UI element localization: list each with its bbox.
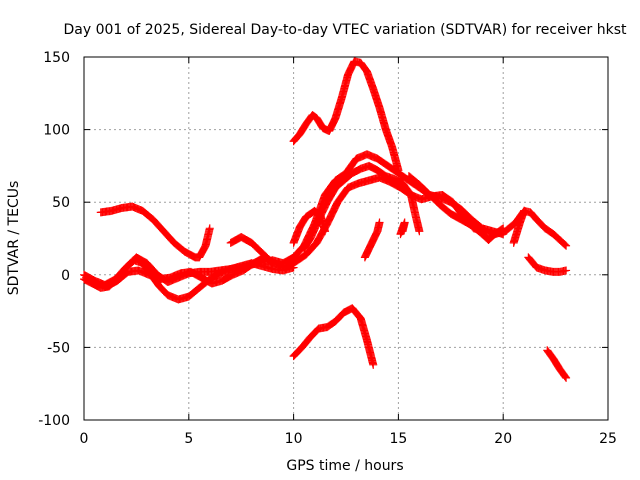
series-s14 bbox=[520, 206, 571, 250]
axis-ticks bbox=[83, 56, 609, 421]
data-point bbox=[499, 224, 508, 233]
x-tick-label: 0 bbox=[80, 431, 89, 447]
series-s5 bbox=[226, 233, 277, 268]
data-point bbox=[560, 371, 569, 380]
series-s12 bbox=[404, 172, 508, 244]
y-tick-label: 0 bbox=[61, 268, 70, 284]
data-point bbox=[560, 240, 569, 249]
x-tick-label: 10 bbox=[285, 431, 303, 447]
y-axis-label: SDTVAR / TECUs bbox=[6, 181, 22, 296]
y-tick-labels: -100 -50 0 50 100 150 bbox=[38, 50, 70, 429]
series-s11 bbox=[396, 218, 409, 239]
data-point bbox=[562, 266, 571, 275]
plot-frame bbox=[83, 56, 609, 421]
data-point bbox=[561, 372, 570, 381]
data-point bbox=[415, 227, 424, 236]
series-s9 bbox=[300, 161, 424, 253]
data-point bbox=[266, 257, 275, 266]
x-tick-label: 5 bbox=[184, 431, 193, 447]
data-point bbox=[562, 241, 571, 250]
data-point bbox=[267, 258, 276, 267]
series-s6 bbox=[289, 57, 403, 175]
x-tick-label: 25 bbox=[599, 431, 617, 447]
data-point bbox=[398, 227, 407, 236]
data-point bbox=[375, 218, 384, 227]
series-s16 bbox=[543, 346, 571, 382]
x-tick-label: 20 bbox=[494, 431, 512, 447]
y-tick-label: 50 bbox=[52, 195, 70, 211]
data-point bbox=[394, 166, 403, 175]
series-s7 bbox=[289, 304, 378, 369]
data-point bbox=[561, 240, 570, 249]
series-s3 bbox=[82, 173, 529, 291]
data-point bbox=[268, 259, 277, 268]
y-tick-label: 150 bbox=[43, 50, 70, 66]
data-point bbox=[562, 373, 571, 382]
data-points bbox=[80, 57, 571, 382]
x-axis-label: GPS time / hours bbox=[286, 458, 403, 474]
x-tick-label: 15 bbox=[389, 431, 407, 447]
y-tick-label: 100 bbox=[43, 123, 70, 139]
data-point bbox=[205, 224, 214, 233]
data-point bbox=[498, 225, 507, 234]
series-s15 bbox=[524, 253, 571, 276]
chart-title: Day 001 of 2025, Sidereal Day-to-day VTE… bbox=[64, 22, 627, 38]
data-point bbox=[369, 360, 378, 369]
series-s4 bbox=[96, 202, 214, 262]
series-s8 bbox=[289, 206, 330, 247]
x-tick-labels: 0 5 10 15 20 25 bbox=[80, 431, 617, 447]
series-s10 bbox=[360, 218, 384, 262]
grid-lines bbox=[84, 57, 608, 420]
y-tick-label: -50 bbox=[47, 340, 70, 356]
y-tick-label: -100 bbox=[38, 413, 70, 429]
data-point bbox=[321, 227, 330, 236]
